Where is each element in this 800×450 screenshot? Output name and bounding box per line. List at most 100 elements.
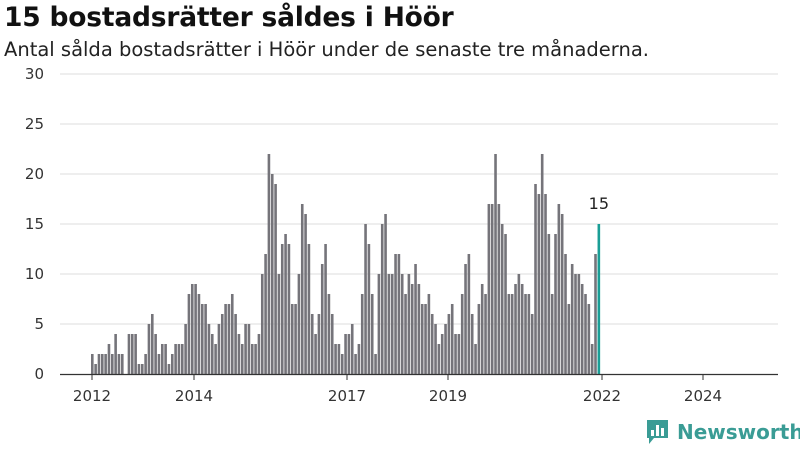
bar bbox=[430, 314, 434, 374]
bar bbox=[467, 254, 471, 374]
bar bbox=[377, 274, 381, 374]
bar bbox=[101, 354, 104, 374]
bar bbox=[200, 304, 204, 374]
x-tick-label: 2024 bbox=[684, 387, 722, 405]
bar bbox=[560, 214, 564, 374]
bar bbox=[490, 204, 494, 374]
bar bbox=[340, 354, 344, 374]
chart-title: 15 bostadsrätter såldes i Höör bbox=[4, 2, 454, 33]
bar bbox=[374, 354, 377, 374]
bar bbox=[500, 224, 504, 374]
x-tick-label: 2019 bbox=[429, 387, 467, 405]
bar bbox=[464, 264, 467, 374]
bar bbox=[144, 354, 147, 374]
x-tick-label: 2014 bbox=[175, 387, 213, 405]
bar bbox=[184, 324, 187, 374]
bar bbox=[307, 244, 311, 374]
bar bbox=[480, 284, 484, 374]
bar bbox=[570, 264, 574, 374]
bar bbox=[284, 234, 287, 374]
bar bbox=[290, 304, 294, 374]
bar bbox=[387, 274, 391, 374]
bar bbox=[190, 284, 194, 374]
bar bbox=[417, 284, 421, 374]
bar bbox=[111, 354, 114, 374]
bar bbox=[244, 324, 247, 374]
bar bbox=[517, 274, 521, 374]
bar bbox=[540, 154, 544, 374]
bar bbox=[327, 294, 331, 374]
bar bbox=[507, 294, 511, 374]
bar bbox=[214, 344, 217, 374]
bar bbox=[547, 234, 551, 374]
bar bbox=[484, 294, 487, 374]
bar bbox=[550, 294, 554, 374]
highlight-data-label: 15 bbox=[589, 194, 609, 213]
bar bbox=[380, 224, 384, 374]
bar bbox=[564, 254, 567, 374]
bar bbox=[130, 334, 134, 374]
bar bbox=[567, 304, 571, 374]
bar bbox=[210, 334, 214, 374]
bar bbox=[207, 324, 211, 374]
bar bbox=[91, 354, 94, 374]
bar bbox=[300, 204, 304, 374]
bar bbox=[167, 364, 171, 374]
bar bbox=[514, 284, 517, 374]
bar bbox=[447, 314, 451, 374]
bar bbox=[537, 194, 541, 374]
bars bbox=[91, 154, 601, 374]
y-tick-label: 0 bbox=[34, 365, 44, 383]
bar bbox=[154, 334, 157, 374]
bar bbox=[240, 344, 244, 374]
bar bbox=[397, 254, 401, 374]
bar bbox=[254, 344, 257, 374]
bar bbox=[437, 344, 441, 374]
bar bbox=[534, 184, 537, 374]
bar bbox=[237, 334, 241, 374]
bar bbox=[457, 334, 461, 374]
bar bbox=[390, 274, 394, 374]
bar bbox=[220, 314, 224, 374]
bar bbox=[420, 304, 424, 374]
bar bbox=[150, 314, 154, 374]
bar bbox=[127, 334, 131, 374]
bar bbox=[330, 314, 334, 374]
bar bbox=[357, 344, 361, 374]
x-tick-label: 2017 bbox=[328, 387, 366, 405]
bar bbox=[137, 364, 141, 374]
bar bbox=[230, 294, 234, 374]
bar bbox=[204, 304, 207, 374]
bar bbox=[157, 354, 161, 374]
bar bbox=[257, 334, 261, 374]
bar bbox=[554, 234, 557, 374]
bar bbox=[440, 334, 444, 374]
bar bbox=[350, 324, 354, 374]
bar bbox=[160, 344, 164, 374]
bar bbox=[394, 254, 397, 374]
bar bbox=[170, 354, 174, 374]
bar bbox=[197, 294, 201, 374]
bar bbox=[497, 204, 501, 374]
bar bbox=[97, 354, 101, 374]
bar bbox=[324, 244, 327, 374]
bar bbox=[194, 284, 197, 374]
y-tick-label: 15 bbox=[25, 215, 44, 233]
bar bbox=[580, 284, 584, 374]
bar bbox=[180, 344, 184, 374]
bar bbox=[584, 294, 587, 374]
y-tick-label: 20 bbox=[25, 165, 44, 183]
x-tick-label: 2022 bbox=[583, 387, 621, 405]
bar bbox=[407, 274, 411, 374]
bar bbox=[494, 154, 497, 374]
bar bbox=[364, 224, 367, 374]
bar bbox=[117, 354, 121, 374]
y-tick-label: 10 bbox=[25, 265, 44, 283]
bar bbox=[527, 294, 531, 374]
chart-subtitle: Antal sålda bostadsrätter i Höör under d… bbox=[4, 38, 649, 61]
bar bbox=[530, 314, 534, 374]
bar bbox=[434, 324, 437, 374]
bar bbox=[320, 264, 324, 374]
bar bbox=[587, 304, 591, 374]
